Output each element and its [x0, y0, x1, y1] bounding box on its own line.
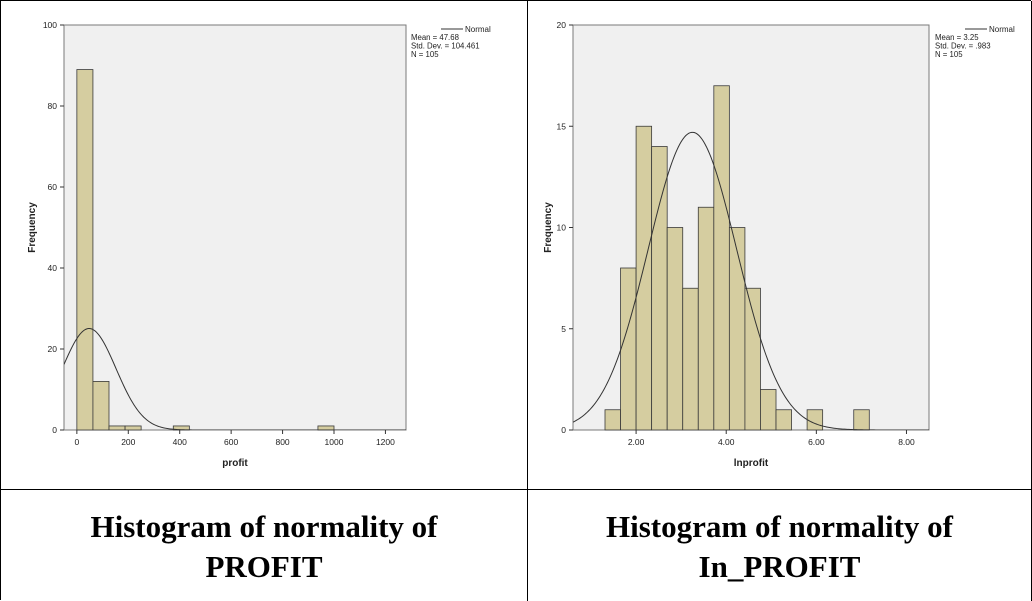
x-tick-label: 1200 — [376, 437, 395, 447]
legend-stat: N = 105 — [411, 50, 439, 59]
y-tick-label: 0 — [561, 425, 566, 435]
legend-normal-label: Normal — [465, 25, 491, 34]
caption-line2: In_PROFIT — [698, 549, 861, 584]
normal-curve — [573, 131, 929, 430]
histogram-bar — [108, 425, 126, 431]
x-tick-label: 600 — [224, 437, 238, 447]
legend-normal-label: Normal — [989, 25, 1015, 34]
lnprofit-histogram: 0 5 10 15 20 2.00 4.00 6.00 8.00 lnprofit Frequenc… — [543, 20, 1015, 469]
histogram-bar — [124, 425, 142, 431]
y-tick-label: 15 — [557, 121, 567, 131]
histogram-bar — [682, 287, 699, 431]
y-tick-label: 5 — [561, 324, 566, 334]
x-tick-label: 400 — [173, 437, 187, 447]
caption-line2: PROFIT — [205, 549, 323, 584]
x-tick-label: 2.00 — [628, 437, 645, 447]
histogram-bar — [604, 409, 621, 431]
y-tick-label: 20 — [557, 20, 567, 30]
x-tick-label: 8.00 — [898, 437, 915, 447]
y-axis-label: Frequency — [543, 202, 554, 253]
x-tick-label: 1000 — [325, 437, 344, 447]
histogram-bar — [760, 389, 777, 431]
histogram-bar — [728, 227, 746, 431]
y-tick-label: 20 — [48, 344, 58, 354]
histogram-bar — [317, 425, 335, 431]
x-tick-label: 0 — [74, 437, 79, 447]
x-tick-label: 200 — [121, 437, 135, 447]
legend-stat: Mean = 3.25 — [935, 33, 979, 42]
legend-stat: Std. Dev. = 104.461 — [411, 42, 480, 51]
histogram-bar — [76, 69, 94, 431]
legend-stat: N = 105 — [935, 50, 963, 59]
y-tick-label: 60 — [48, 182, 58, 192]
normal-curve — [64, 328, 406, 430]
x-tick-label: 6.00 — [808, 437, 825, 447]
y-axis-label: Frequency — [27, 202, 38, 253]
histogram-bar — [651, 146, 668, 431]
y-tick-label: 80 — [48, 101, 58, 111]
plot-area — [63, 24, 407, 431]
caption-profit: Histogram of normality of PROFIT — [1, 507, 527, 587]
histogram-bar — [853, 409, 870, 431]
histogram-bar — [775, 409, 792, 431]
histogram-bar — [697, 206, 715, 431]
y-tick-label: 10 — [557, 223, 567, 233]
caption-line1: Histogram of normality of — [606, 509, 953, 544]
table-divider-vertical — [527, 1, 528, 601]
histogram-bar — [666, 227, 684, 431]
histogram-bar — [620, 267, 637, 431]
legend-stat: Std. Dev. = .983 — [935, 42, 991, 51]
caption-lnprofit: Histogram of normality of In_PROFIT — [528, 507, 1031, 587]
table-divider-horizontal — [1, 489, 1032, 490]
legend-stat: Mean = 47.68 — [411, 33, 459, 42]
x-tick-label: 4.00 — [718, 437, 735, 447]
histogram-bar — [806, 409, 824, 431]
x-axis-label: profit — [222, 458, 248, 469]
y-tick-label: 40 — [48, 263, 58, 273]
histogram-bar — [92, 380, 110, 431]
y-tick-label: 0 — [52, 425, 57, 435]
x-tick-label: 800 — [275, 437, 289, 447]
x-axis-label: lnprofit — [734, 458, 769, 469]
y-tick-label: 100 — [43, 20, 57, 30]
histogram-bar — [635, 125, 653, 431]
histogram-bar — [713, 85, 730, 431]
caption-line1: Histogram of normality of — [90, 509, 438, 544]
histogram-bar — [744, 287, 761, 431]
